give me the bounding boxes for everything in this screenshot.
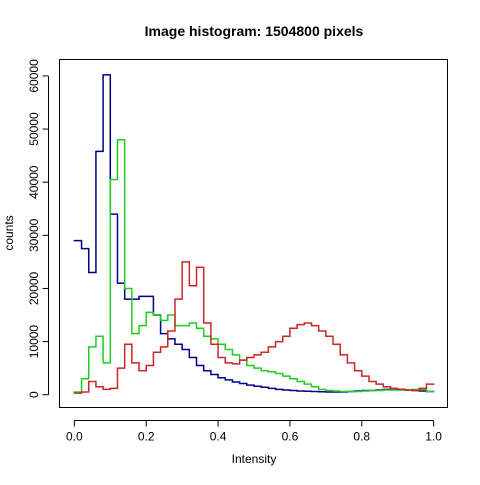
x-tick-label: 1.0 xyxy=(425,430,442,444)
x-tick-label: 0.4 xyxy=(210,430,227,444)
chart-title: Image histogram: 1504800 pixels xyxy=(145,23,364,39)
y-axis: 0 10000 20000 30000 40000 50000 60000 xyxy=(27,59,49,398)
plot-area-frame xyxy=(59,59,448,408)
y-tick-label: 50000 xyxy=(27,112,41,146)
y-tick-label: 0 xyxy=(27,391,41,398)
series-line-2 xyxy=(73,261,435,394)
y-axis-label: counts xyxy=(2,215,16,250)
y-tick-label: 10000 xyxy=(27,325,41,359)
x-tick-label: 0.2 xyxy=(138,430,155,444)
y-tick-label: 30000 xyxy=(27,218,41,252)
x-tick-label: 0.6 xyxy=(282,430,299,444)
y-tick-label: 60000 xyxy=(27,59,41,93)
y-tick-label: 20000 xyxy=(27,271,41,305)
x-tick-label: 0.8 xyxy=(353,430,370,444)
x-axis-label: Intensity xyxy=(232,452,277,466)
x-axis: 0.0 0.2 0.4 0.6 0.8 1.0 xyxy=(66,420,442,444)
y-tick-label: 40000 xyxy=(27,165,41,199)
x-tick-label: 0.0 xyxy=(66,430,83,444)
series-layer xyxy=(73,74,435,394)
